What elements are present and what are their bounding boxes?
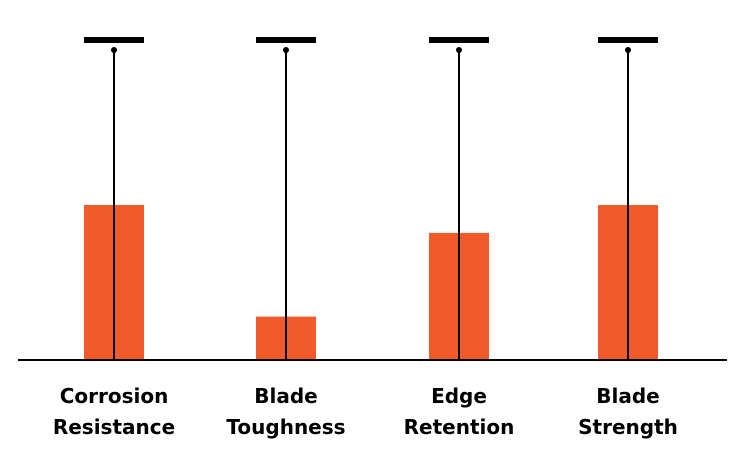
category-label-1-line-1: Toughness	[226, 415, 345, 439]
slider-dot-2	[456, 47, 462, 53]
slider-dot-3	[625, 47, 631, 53]
category-label-0-line-1: Resistance	[53, 415, 175, 439]
slider-cap-2	[429, 37, 489, 43]
category-label-3-line-0: Blade	[596, 384, 659, 408]
category-label-0-line-0: Corrosion	[60, 384, 169, 408]
category-label-3-line-1: Strength	[578, 415, 678, 439]
category-label-1-line-0: Blade	[254, 384, 317, 408]
slider-cap-0	[84, 37, 144, 43]
slider-cap-3	[598, 37, 658, 43]
category-label-2-line-0: Edge	[431, 384, 487, 408]
category-label-2-line-1: Retention	[404, 415, 515, 439]
slider-dot-1	[283, 47, 289, 53]
category-labels: Corrosion Resistance Blade Toughness Edge Ret…	[53, 384, 678, 439]
slider-dot-0	[111, 47, 117, 53]
slider-cap-1	[256, 37, 316, 43]
chart-marks	[84, 37, 658, 360]
